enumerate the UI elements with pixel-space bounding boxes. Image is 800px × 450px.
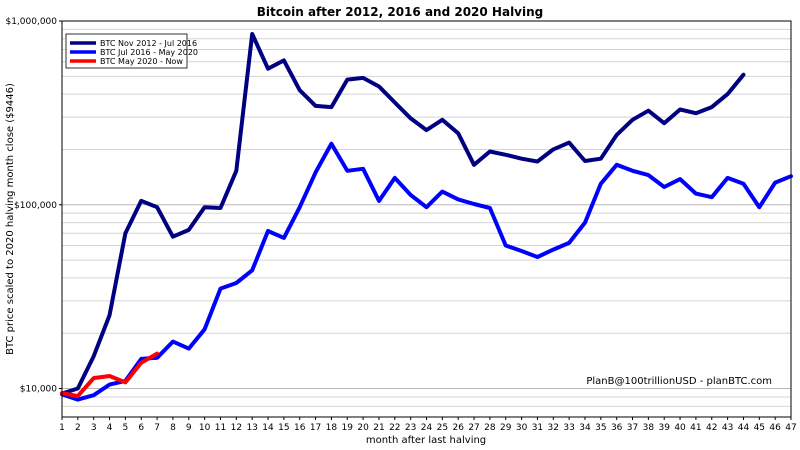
x-tick-label: 33 — [563, 423, 574, 433]
x-tick-label: 14 — [262, 423, 274, 433]
x-tick-label: 36 — [611, 423, 623, 433]
x-axis-ticks: 1 2 3 4 5 6 7 8 9 10 11 12 13 14 15 16 17 18 19 20 21 22 23 24 2… — [59, 417, 797, 433]
y-tick-label: $10,000 — [20, 385, 57, 395]
x-tick-label: 9 — [186, 423, 192, 433]
legend-label-3: BTC May 2020 - Now — [100, 57, 183, 66]
legend-label-2: BTC Jul 2016 - May 2020 — [100, 48, 198, 57]
x-tick-label: 24 — [421, 423, 433, 433]
y-axis-label: BTC price scaled to 2020 halving month c… — [5, 83, 16, 355]
x-tick-label: 1 — [59, 423, 65, 433]
x-tick-label: 25 — [437, 423, 448, 433]
x-tick-label: 15 — [278, 423, 289, 433]
x-tick-label: 17 — [310, 423, 321, 433]
series-line-1 — [60, 32, 746, 396]
x-tick-label: 20 — [357, 423, 369, 433]
x-tick-label: 47 — [785, 423, 796, 433]
y-axis-ticks: $10,000 $100,000 $1,000,000 — [5, 17, 62, 395]
y-tick-label: $100,000 — [14, 201, 57, 211]
x-tick-label: 16 — [294, 423, 306, 433]
x-tick-label: 39 — [658, 423, 670, 433]
series-line-3 — [60, 351, 160, 399]
y-tick-label: $1,000,000 — [5, 17, 57, 27]
series-layer — [60, 32, 793, 402]
x-tick-label: 21 — [373, 423, 384, 433]
plot-area — [62, 21, 791, 417]
x-tick-label: 18 — [326, 423, 338, 433]
x-tick-label: 43 — [722, 423, 733, 433]
x-axis-label: month after last halving — [366, 435, 486, 446]
x-tick-label: 38 — [643, 423, 655, 433]
x-tick-label: 35 — [595, 423, 606, 433]
x-tick-label: 4 — [107, 423, 113, 433]
x-tick-label: 27 — [468, 423, 479, 433]
x-tick-label: 26 — [452, 423, 464, 433]
x-tick-label: 19 — [342, 423, 354, 433]
x-tick-label: 28 — [484, 423, 496, 433]
x-tick-label: 41 — [690, 423, 701, 433]
x-tick-label: 45 — [754, 423, 765, 433]
x-tick-label: 34 — [579, 423, 591, 433]
x-tick-label: 46 — [769, 423, 781, 433]
attribution-note: PlanB@100trillionUSD - planBTC.com — [586, 376, 772, 387]
legend-label-1: BTC Nov 2012 - Jul 2016 — [100, 39, 197, 48]
chart-title: Bitcoin after 2012, 2016 and 2020 Halvin… — [257, 5, 544, 19]
series-line-2 — [60, 141, 793, 402]
x-tick-label: 7 — [154, 423, 160, 433]
x-tick-label: 40 — [674, 423, 686, 433]
x-tick-label: 23 — [405, 423, 416, 433]
x-tick-label: 22 — [389, 423, 400, 433]
x-tick-label: 3 — [91, 423, 97, 433]
x-tick-label: 44 — [738, 423, 750, 433]
x-tick-label: 11 — [215, 423, 226, 433]
x-tick-label: 10 — [199, 423, 211, 433]
x-tick-label: 13 — [246, 423, 257, 433]
x-tick-label: 12 — [231, 423, 242, 433]
x-tick-label: 31 — [532, 423, 543, 433]
x-tick-label: 8 — [170, 423, 176, 433]
x-tick-label: 29 — [500, 423, 512, 433]
x-tick-label: 2 — [75, 423, 81, 433]
x-tick-label: 37 — [627, 423, 638, 433]
x-tick-label: 5 — [123, 423, 129, 433]
x-tick-label: 6 — [138, 423, 144, 433]
x-tick-label: 32 — [548, 423, 559, 433]
x-tick-label: 42 — [706, 423, 717, 433]
x-tick-label: 30 — [516, 423, 528, 433]
